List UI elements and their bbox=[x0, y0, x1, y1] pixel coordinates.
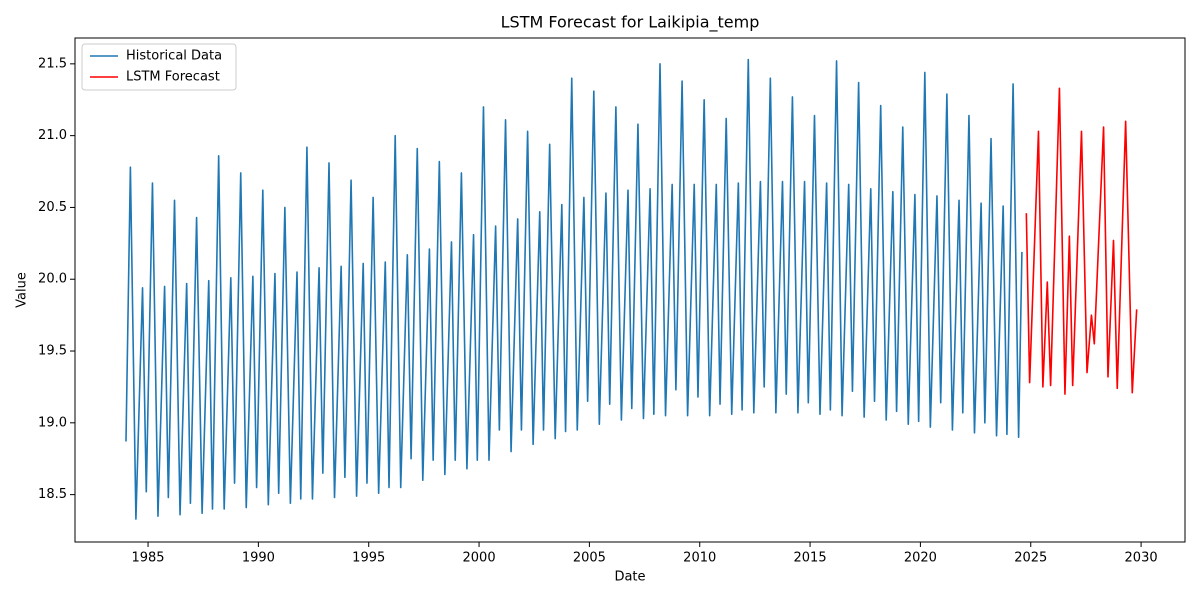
x-tick-label: 1985 bbox=[131, 551, 164, 566]
y-tick-label: 18.5 bbox=[38, 487, 67, 502]
x-tick-label: 1990 bbox=[242, 551, 275, 566]
x-tick-label: 2010 bbox=[683, 551, 716, 566]
y-tick-label: 20.0 bbox=[38, 272, 67, 287]
legend-box bbox=[81, 43, 237, 91]
series-line bbox=[125, 58, 1023, 520]
plot-frame bbox=[74, 37, 1186, 543]
y-tick-label: 20.5 bbox=[38, 200, 67, 215]
legend-label: LSTM Forecast bbox=[126, 70, 220, 85]
y-tick-label: 19.0 bbox=[38, 415, 67, 430]
x-axis-label: Date bbox=[614, 570, 645, 585]
y-tick-label: 19.5 bbox=[38, 344, 67, 359]
y-axis-label: Value bbox=[15, 272, 30, 308]
y-tick-label: 21.0 bbox=[38, 128, 67, 143]
x-tick-label: 2000 bbox=[463, 551, 496, 566]
x-tick-label: 2015 bbox=[794, 551, 827, 566]
chart-title: LSTM Forecast for Laikipia_temp bbox=[501, 13, 760, 33]
x-tick-label: 2025 bbox=[1014, 551, 1047, 566]
x-tick-label: 2005 bbox=[573, 551, 606, 566]
series-line bbox=[1025, 87, 1138, 395]
x-tick-label: 1995 bbox=[352, 551, 385, 566]
x-tick-label: 2020 bbox=[904, 551, 937, 566]
legend-label: Historical Data bbox=[126, 49, 222, 64]
x-tick-label: 2030 bbox=[1125, 551, 1158, 566]
y-tick-label: 21.5 bbox=[38, 56, 67, 71]
